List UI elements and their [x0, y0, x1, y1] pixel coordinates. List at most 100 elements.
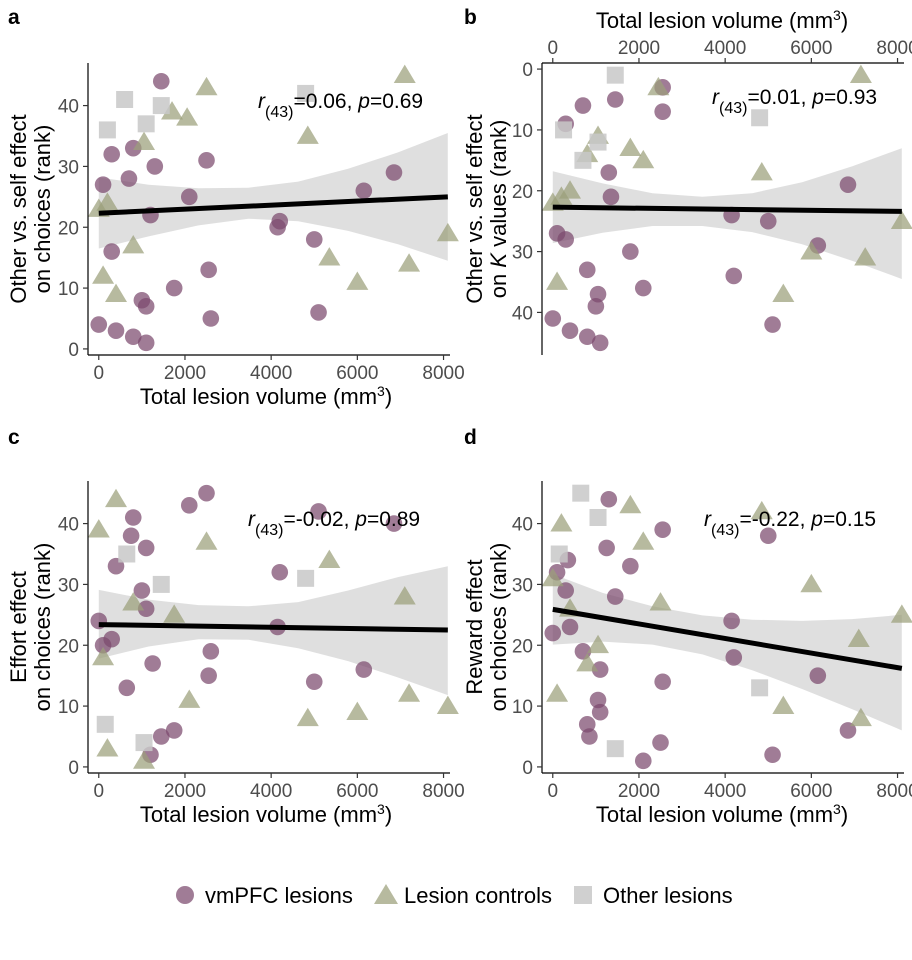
y-tick-label: 0: [68, 340, 79, 361]
data-point: [809, 667, 827, 684]
data-point: [619, 494, 642, 514]
data-point: [152, 728, 170, 745]
y-tick-label: 10: [512, 121, 533, 142]
x-axis-title: Total lesion volume (mm3): [140, 801, 392, 827]
data-point: [750, 162, 773, 181]
data-point: [751, 109, 769, 127]
data-point: [622, 243, 639, 260]
data-point: [94, 176, 112, 193]
correlation-annotation: r(43)=-0.02, p=0.89: [248, 508, 420, 539]
data-point: [165, 722, 183, 739]
data-point: [346, 701, 369, 721]
x-tick-label: 8000: [876, 781, 912, 802]
data-point: [122, 235, 145, 254]
data-point: [165, 279, 183, 297]
data-point: [606, 91, 624, 108]
data-point: [578, 261, 596, 279]
data-point: [144, 655, 161, 672]
legend-item-circle: vmPFC lesions: [176, 883, 353, 908]
data-point: [355, 661, 373, 678]
data-point: [122, 527, 140, 545]
data-point: [124, 509, 142, 526]
y-tick-label: 40: [58, 97, 79, 118]
data-point: [152, 72, 170, 90]
data-point: [120, 170, 138, 187]
series-square: [555, 66, 769, 169]
panel-a: a 0 2000 4000 6000 8000 0 10 20 30 40 Total lesion …: [6, 6, 465, 409]
data-point: [124, 328, 142, 346]
y-axis-title: Other vs. self effect on K values (rank): [462, 114, 511, 303]
x-axis-title: Total lesion volume (mm3): [596, 801, 848, 827]
data-point: [92, 265, 115, 284]
y-tick-label: 10: [512, 697, 533, 718]
data-point: [764, 746, 781, 764]
data-point: [305, 231, 323, 248]
y-axis-title-line: on choices (rank): [30, 543, 55, 712]
data-point: [116, 91, 134, 108]
data-point: [654, 521, 671, 538]
data-point: [600, 490, 618, 508]
y-axis-title-line: Other vs. self effect: [462, 114, 487, 303]
data-point: [296, 707, 319, 727]
y-axis-title: Other vs. self effect on choices (rank): [6, 114, 55, 303]
y-tick-label: 20: [512, 636, 533, 657]
x-tick-label: 2000: [164, 781, 206, 802]
legend-label: Other lesions: [603, 883, 733, 908]
panel-d: d 0 2000 4000 6000 8000 0 10 20 30 40 Total lesion …: [462, 426, 912, 827]
data-point: [202, 643, 220, 660]
data-point: [847, 628, 870, 648]
data-point: [544, 624, 562, 642]
y-tick-label: 20: [58, 218, 79, 239]
data-point: [180, 188, 198, 206]
data-point: [195, 76, 218, 96]
x-tick-label: 2000: [618, 781, 660, 802]
data-point: [587, 634, 610, 654]
data-point: [310, 503, 327, 520]
legend: vmPFC lesions Lesion controls Other lesion…: [176, 883, 733, 908]
data-point: [200, 667, 217, 684]
data-point: [839, 722, 857, 739]
data-point: [137, 539, 155, 557]
x-tick-label: 0: [93, 781, 104, 802]
data-point: [122, 592, 145, 611]
data-point: [557, 582, 575, 599]
legend-label: Lesion controls: [404, 883, 552, 908]
data-point: [107, 322, 125, 339]
data-point: [137, 298, 155, 315]
data-point: [546, 271, 569, 290]
panel-c: c 0 2000 4000 6000 8000 0 10 20 30 40 Total lesion …: [6, 426, 465, 827]
data-point: [849, 707, 872, 727]
series-square: [98, 84, 315, 139]
data-point: [96, 738, 119, 757]
y-tick-label: 0: [522, 60, 533, 81]
data-point: [574, 97, 592, 114]
data-point: [800, 573, 823, 593]
data-point: [137, 334, 155, 352]
legend-square-marker: [574, 886, 592, 904]
data-point: [137, 600, 155, 618]
y-tick-label: 0: [522, 758, 533, 779]
data-point: [297, 84, 315, 102]
data-point: [195, 531, 218, 550]
data-point: [318, 247, 341, 266]
x-tick-label: 6000: [790, 781, 832, 802]
correlation-annotation: r(43)=-0.22, p=0.15: [704, 508, 876, 539]
data-point: [723, 612, 740, 630]
y-axis-title-line: Reward effect: [462, 559, 487, 694]
panel-b: b 0 2000 4000 6000 8000 0 10 20 30 40 Total lesion …: [462, 6, 912, 355]
data-point: [393, 586, 416, 605]
x-tick-label: 4000: [704, 781, 746, 802]
data-point: [398, 253, 421, 272]
y-tick-label: 40: [512, 515, 533, 536]
x-tick-label: 2000: [618, 38, 660, 59]
data-point: [574, 151, 592, 169]
data-point: [602, 188, 620, 206]
data-point: [103, 243, 121, 260]
data-point: [576, 653, 599, 672]
data-point: [271, 563, 289, 581]
x-axis-title: Total lesion volume (mm3): [140, 383, 392, 409]
x-tick-label: 6000: [336, 363, 378, 384]
data-point: [572, 484, 590, 502]
data-point: [622, 557, 639, 575]
